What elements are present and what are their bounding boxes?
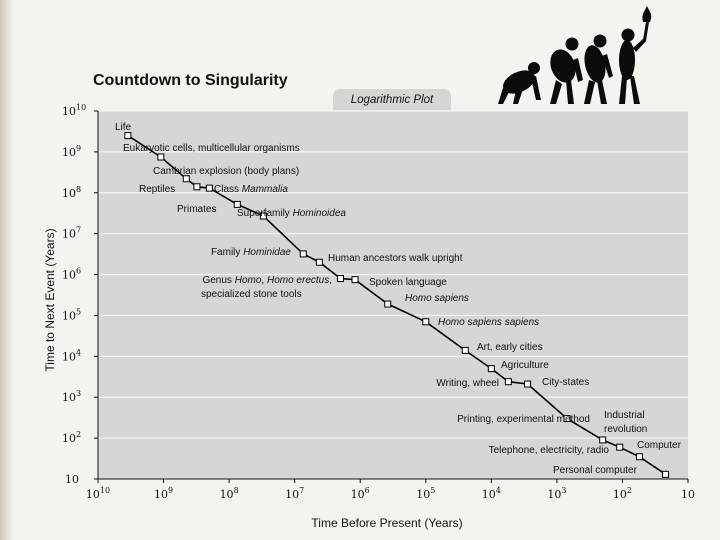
point-label-12: Homo sapiens — [405, 293, 469, 304]
data-point-3 — [193, 183, 201, 191]
y-tick-label-0: 1010 — [62, 103, 86, 118]
x-tick-label-4: 106 — [351, 486, 370, 501]
x-tick-label-5: 105 — [416, 486, 435, 501]
point-label-20: revolution — [604, 424, 647, 435]
data-point-21 — [662, 470, 670, 478]
y-tick-label-1: 109 — [62, 144, 81, 159]
point-label-21: Telephone, electricity, radio — [489, 445, 610, 456]
point-label-4: Class Mammalia — [214, 184, 288, 195]
data-point-9 — [336, 275, 344, 283]
x-tick-label-7: 103 — [547, 486, 566, 501]
data-point-18 — [599, 436, 607, 444]
data-point-1 — [157, 153, 165, 161]
data-point-15 — [504, 378, 512, 386]
point-label-22: Computer — [637, 440, 682, 451]
markers — [124, 132, 670, 478]
point-label-23: Personal computer — [553, 465, 638, 476]
data-point-7 — [299, 250, 307, 258]
y-tick-label-2: 108 — [62, 185, 81, 200]
data-point-14 — [487, 365, 495, 373]
data-point-0 — [124, 132, 132, 140]
point-label-9: Genus Homo, Homo erectus, — [202, 275, 332, 286]
data-point-13 — [461, 346, 469, 354]
data-point-19 — [616, 443, 624, 451]
x-tick-label-1: 109 — [154, 486, 173, 501]
point-label-11: Spoken language — [369, 277, 447, 288]
data-point-11 — [384, 300, 392, 308]
x-tick-label-2: 108 — [220, 486, 239, 501]
data-point-6 — [259, 212, 267, 220]
gridlines — [98, 110, 688, 480]
point-label-0: Life — [115, 122, 132, 133]
point-label-17: City-states — [542, 377, 589, 388]
data-point-5 — [233, 200, 241, 208]
y-tick-label-9: 10 — [65, 473, 79, 486]
point-label-1: Eukaryotic cells, multicellular organism… — [123, 143, 300, 154]
data-point-12 — [422, 318, 430, 326]
point-label-3: Reptiles — [139, 184, 175, 195]
point-label-2: Cambrian explosion (body plans) — [153, 166, 299, 177]
y-tick-label-7: 103 — [62, 389, 81, 404]
series-line — [127, 134, 667, 475]
y-tick-label-8: 102 — [62, 430, 81, 445]
y-tick-label-6: 104 — [62, 348, 81, 363]
march-of-progress-silhouette-icon — [498, 6, 652, 104]
axes — [94, 110, 689, 483]
page-edge-shadow — [0, 0, 14, 540]
y-tick-label-3: 107 — [62, 226, 81, 241]
x-tick-label-6: 104 — [482, 486, 501, 501]
y-axis-title: Time to Next Event (Years) — [43, 228, 57, 371]
data-point-17 — [563, 415, 571, 423]
x-tick-label-3: 107 — [285, 486, 304, 501]
point-label-15: Agriculture — [501, 360, 549, 371]
plot-subtitle-tab: Logarithmic Plot — [333, 89, 451, 111]
data-point-4 — [205, 184, 213, 192]
point-label-8: Human ancestors walk upright — [328, 253, 463, 264]
y-tick-label-4: 106 — [62, 267, 81, 282]
y-tick-label-5: 105 — [62, 307, 81, 322]
x-tick-label-8: 102 — [613, 486, 632, 501]
x-axis-title: Time Before Present (Years) — [311, 516, 462, 530]
data-point-20 — [635, 453, 643, 461]
data-point-10 — [351, 276, 359, 284]
point-label-16: Writing, wheel — [436, 378, 499, 389]
point-label-18: Printing, experimental method — [457, 414, 590, 425]
plot-area — [98, 111, 688, 479]
chart-title: Countdown to Singularity — [93, 72, 288, 89]
data-point-8 — [315, 258, 323, 266]
data-point-16 — [524, 380, 532, 388]
point-labels: Life Eukaryotic cells, multicellular orga… — [115, 122, 682, 476]
point-label-6: Superfamily Hominoidea — [237, 208, 346, 219]
data-point-2 — [182, 175, 190, 183]
point-label-14: Art, early cities — [477, 342, 543, 353]
point-label-19: Industrial — [604, 410, 645, 421]
x-tick-label-9: 10 — [681, 488, 695, 501]
point-label-13: Homo sapiens sapiens — [438, 317, 539, 328]
point-label-5: Primates — [177, 204, 216, 215]
x-tick-label-0: 1010 — [86, 486, 110, 501]
point-label-10: specialized stone tools — [201, 289, 302, 300]
point-label-7: Family Hominidae — [211, 247, 291, 258]
